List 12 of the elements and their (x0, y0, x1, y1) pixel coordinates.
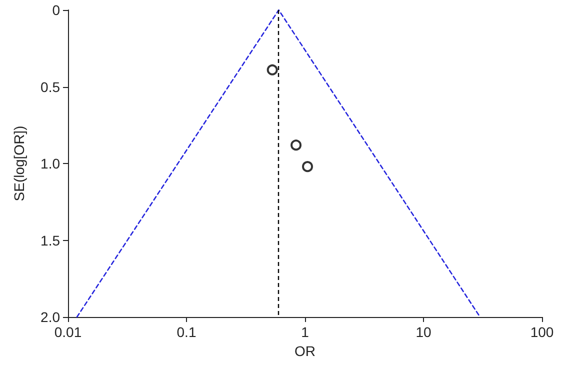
x-tick-label: 1 (301, 324, 310, 340)
y-tick-label: 1.0 (40, 156, 60, 172)
y-tick-label: 2.0 (40, 309, 60, 325)
y-tick-label: 1.5 (40, 232, 60, 248)
x-tick-label: 0.01 (54, 324, 82, 340)
x-tick-label: 10 (416, 324, 432, 340)
x-axis-title: OR (294, 343, 316, 359)
x-tick-label: 0.1 (176, 324, 196, 340)
x-tick-label: 100 (530, 324, 554, 340)
y-tick-label: 0.5 (40, 78, 60, 95)
y-tick-label: 0 (52, 2, 60, 18)
y-axis-title: SE(log[OR]) (11, 126, 27, 202)
